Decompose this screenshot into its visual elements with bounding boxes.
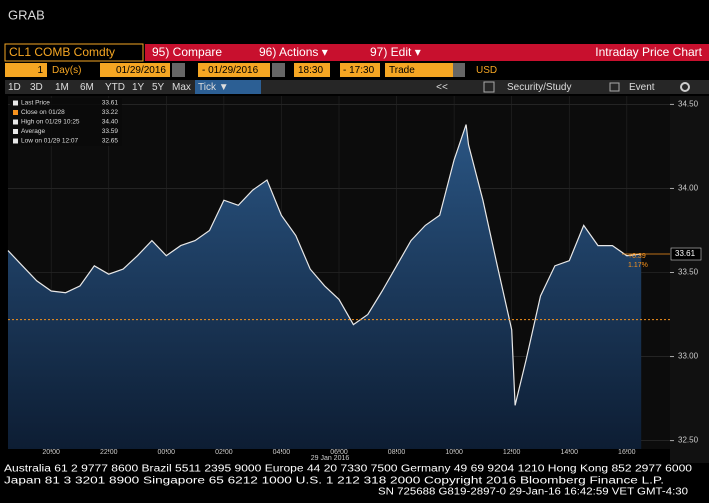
actions-menu[interactable]: 96) Actions ▾ (259, 45, 328, 59)
dropdown-arrow[interactable] (453, 63, 465, 77)
y-tick-label: 33.00 (678, 352, 699, 361)
range-button[interactable]: 6M (80, 82, 94, 93)
x-tick-label: 00:00 (158, 449, 176, 456)
end-time: - 17:30 (343, 65, 375, 76)
start-time-field[interactable] (294, 63, 330, 77)
x-date-label: 29 Jan 2016 (311, 455, 350, 462)
legend-value: 33.59 (102, 128, 119, 135)
tool-button[interactable]: Security/Study (507, 82, 571, 93)
menu-bar (145, 44, 709, 61)
legend-label: Average (21, 128, 45, 135)
field-dropdown[interactable] (385, 63, 465, 77)
footer-line: Australia 61 2 9777 8600 Brazil 5511 239… (4, 464, 693, 475)
end-time-field[interactable] (340, 63, 380, 77)
last-price-label: 33.61 (675, 249, 696, 258)
legend-swatch (13, 119, 18, 125)
security-field[interactable] (4, 43, 144, 62)
x-tick-label: 04:00 (273, 449, 291, 456)
calendar-button[interactable] (172, 63, 185, 77)
price-area (8, 124, 642, 449)
x-tick-label: 14:00 (560, 449, 578, 456)
tool-button[interactable]: Event (629, 82, 655, 93)
edit-menu[interactable]: 97) Edit ▾ (370, 45, 421, 59)
study-icon[interactable] (483, 81, 495, 93)
period-value: 1 (37, 65, 43, 76)
footer-line: Japan 81 3 3201 8900 Singapore 65 6212 1… (4, 476, 664, 487)
range-button[interactable]: 5Y (152, 82, 165, 93)
legend-swatch (13, 129, 18, 134)
range-button[interactable]: Max (172, 82, 191, 93)
range-button[interactable]: 3D (30, 82, 43, 93)
end-date-field[interactable] (198, 63, 270, 77)
legend-label: Low on 01/29 12:07 (21, 138, 78, 145)
range-button[interactable]: 1D (8, 82, 21, 93)
window-title: GRAB (8, 7, 45, 22)
change-label: 1.17% (628, 262, 648, 269)
legend-label: Last Price (21, 100, 50, 107)
y-tick-label: 32.50 (678, 436, 699, 445)
x-tick-label: 08:00 (388, 449, 406, 456)
event-icon[interactable] (609, 82, 620, 92)
price-line (7, 124, 642, 406)
x-tick-label: 06:00 (330, 449, 348, 456)
tool-button[interactable]: << (436, 82, 448, 93)
last-price-box (670, 247, 702, 261)
footer-line: SN 725688 G819-2897-0 29-Jan-16 16:42:59… (378, 487, 688, 498)
currency: USD (476, 65, 497, 76)
x-tick-label: 16:00 (618, 449, 636, 456)
compare-menu[interactable]: 95) Compare (152, 45, 222, 59)
legend-value: 34.40 (102, 119, 119, 126)
end-date: - 01/29/2016 (202, 65, 259, 76)
x-tick-label: 10:00 (445, 449, 463, 456)
legend-value: 33.22 (102, 109, 119, 116)
start-date: 01/29/2016 (116, 65, 166, 76)
calendar-button[interactable] (272, 63, 285, 77)
settings-icon[interactable] (680, 82, 690, 92)
change-label: +0.39 (628, 253, 646, 260)
range-button[interactable]: 1M (55, 82, 69, 93)
y-tick-label: 34.00 (678, 184, 699, 193)
range-button[interactable]: 1Y (132, 82, 145, 93)
range-button[interactable]: Tick ▼ (198, 82, 229, 93)
legend-label: Close on 01/28 (21, 109, 65, 116)
axis-panel (670, 96, 709, 463)
range-bar (5, 80, 709, 94)
legend-value: 33.61 (102, 100, 119, 107)
legend-swatch (13, 100, 18, 106)
period-unit: Day(s) (52, 65, 81, 76)
range-button-active[interactable] (195, 80, 261, 94)
range-button[interactable]: YTD (105, 82, 125, 93)
legend-label: High on 01/29 10:25 (21, 119, 80, 126)
period-field[interactable] (5, 63, 47, 77)
x-tick-label: 02:00 (215, 449, 233, 456)
function-name: Intraday Price Chart (595, 45, 702, 59)
security-name: CL1 COMB Comdty (9, 45, 115, 59)
legend-swatch (13, 110, 18, 115)
y-tick-label: 33.50 (678, 268, 699, 277)
legend-box (10, 98, 122, 146)
y-tick-label: 34.50 (678, 100, 699, 109)
legend-value: 32.65 (102, 138, 119, 145)
legend-swatch (13, 138, 18, 144)
start-time: 18:30 (298, 65, 323, 76)
field-value: Trade (389, 65, 415, 76)
x-tick-label: 12:00 (503, 449, 521, 456)
x-tick-label: 20:00 (42, 449, 60, 456)
start-date-field[interactable] (100, 63, 170, 77)
x-tick-label: 22:00 (100, 449, 118, 456)
